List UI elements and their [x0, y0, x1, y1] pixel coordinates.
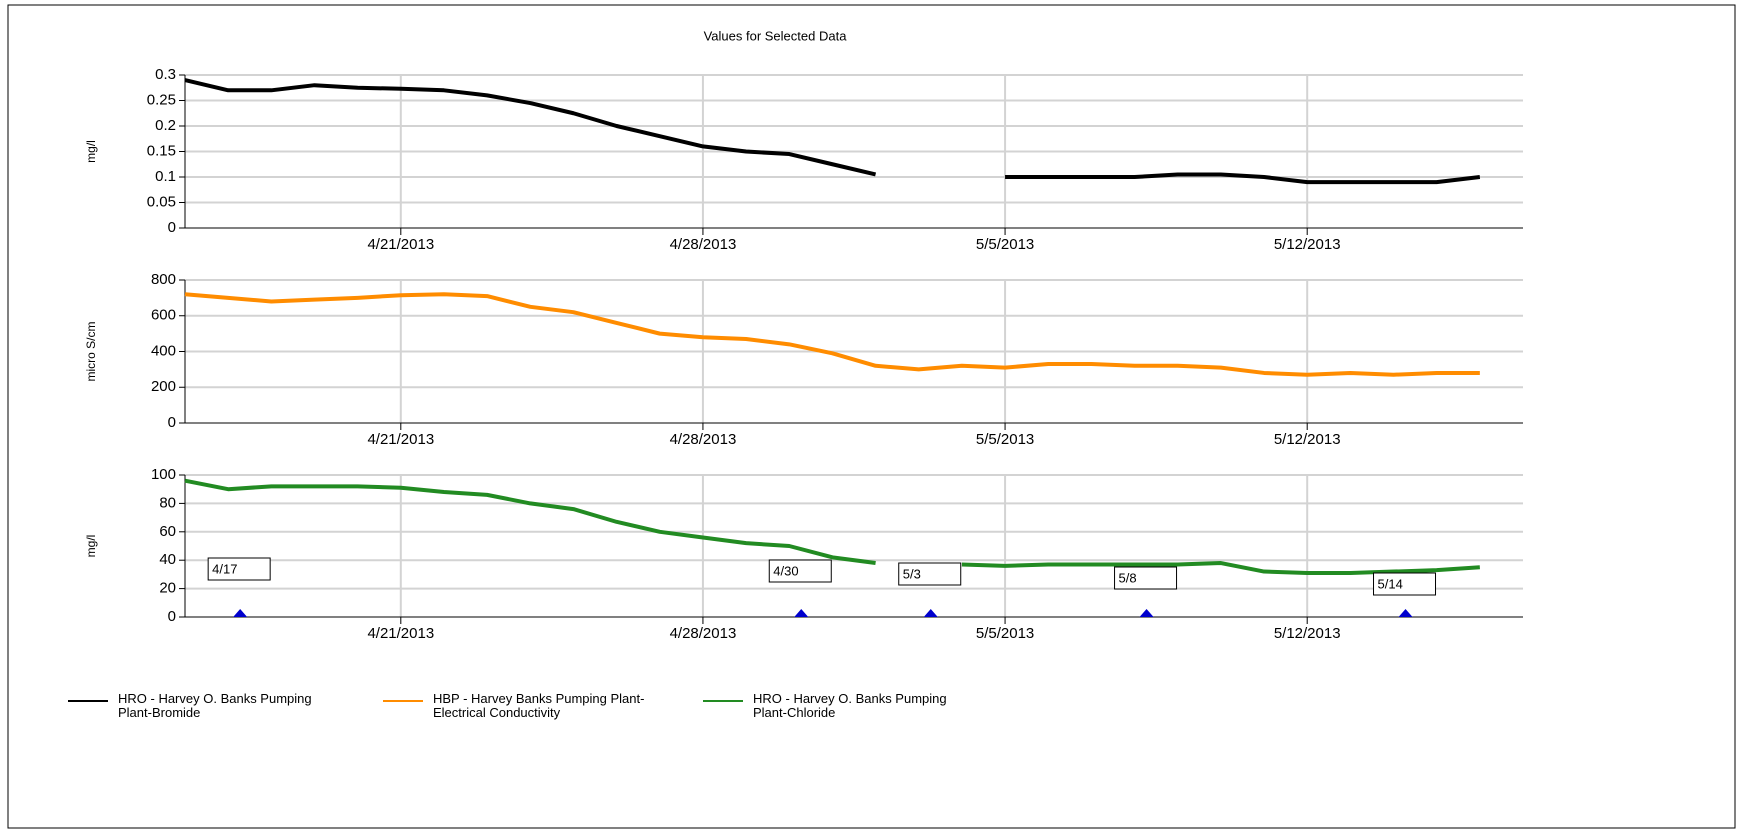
annotation-marker — [1398, 609, 1413, 617]
y-tick-label: 0.3 — [155, 66, 176, 83]
annotation-box — [768, 559, 832, 583]
y-tick-label: 0.25 — [147, 91, 176, 108]
series-line — [961, 561, 1480, 575]
series-line — [1005, 172, 1481, 185]
series-line — [184, 292, 1480, 377]
frame — [7, 4, 1736, 829]
annotation-label: 4/17 — [212, 561, 237, 576]
y-tick-label: 0 — [168, 414, 176, 431]
annotation-box — [898, 562, 962, 586]
x-tick-label: 5/5/2013 — [976, 431, 1034, 448]
x-tick-label: 5/5/2013 — [976, 625, 1034, 642]
y-tick-label: 0.1 — [155, 168, 176, 185]
y-tick-label: 800 — [151, 271, 176, 288]
y-tick-label: 0 — [168, 608, 176, 625]
y-tick-label: 0 — [168, 219, 176, 236]
y-axis-label: mg/l — [84, 535, 98, 558]
series-line — [184, 478, 876, 566]
annotation-label: 5/3 — [903, 566, 921, 581]
y-tick-label: 60 — [159, 523, 176, 540]
y-tick-label: 400 — [151, 342, 176, 359]
y-tick-label: 0.15 — [147, 142, 176, 159]
y-tick-label: 20 — [159, 580, 176, 597]
legend-entry: HRO - Harvey O. Banks Pumping Plant-Chlo… — [703, 692, 973, 720]
annotation-label: 5/14 — [1378, 576, 1403, 591]
annotation-box — [1114, 566, 1178, 590]
y-tick-label: 100 — [151, 466, 176, 483]
legend-entry: HBP - Harvey Banks Pumping Plant-Electri… — [383, 692, 653, 720]
annotation-box — [1373, 572, 1437, 596]
annotation-label: 4/30 — [773, 563, 798, 578]
x-tick-label: 4/28/2013 — [670, 625, 737, 642]
legend-swatch — [383, 700, 423, 702]
y-axis-label: micro S/cm — [84, 321, 98, 381]
y-tick-label: 0.05 — [147, 193, 176, 210]
series-line — [184, 78, 877, 177]
legend-entry: HRO - Harvey O. Banks Pumping Plant-Brom… — [68, 692, 338, 720]
x-tick-label: 4/28/2013 — [670, 236, 737, 253]
annotation-marker — [1139, 609, 1154, 617]
y-tick-label: 200 — [151, 378, 176, 395]
x-tick-label: 5/12/2013 — [1274, 431, 1341, 448]
annotation-box — [207, 557, 271, 581]
x-tick-label: 4/21/2013 — [367, 625, 434, 642]
annotation-marker — [794, 609, 809, 617]
legend-swatch — [703, 700, 743, 702]
x-tick-label: 5/12/2013 — [1274, 236, 1341, 253]
annotation-label: 5/8 — [1119, 570, 1137, 585]
y-tick-label: 0.2 — [155, 117, 176, 134]
x-tick-label: 5/12/2013 — [1274, 625, 1341, 642]
x-tick-label: 5/5/2013 — [976, 236, 1034, 253]
x-tick-label: 4/28/2013 — [670, 431, 737, 448]
legend-swatch — [68, 700, 108, 702]
x-tick-label: 4/21/2013 — [367, 236, 434, 253]
x-tick-label: 4/21/2013 — [367, 431, 434, 448]
annotation-marker — [923, 609, 938, 617]
y-tick-label: 80 — [159, 494, 176, 511]
annotation-marker — [233, 609, 248, 617]
y-tick-label: 600 — [151, 307, 176, 324]
y-axis-label: mg/l — [84, 140, 98, 163]
y-tick-label: 40 — [159, 551, 176, 568]
chart-title: Values for Selected Data — [704, 28, 848, 43]
